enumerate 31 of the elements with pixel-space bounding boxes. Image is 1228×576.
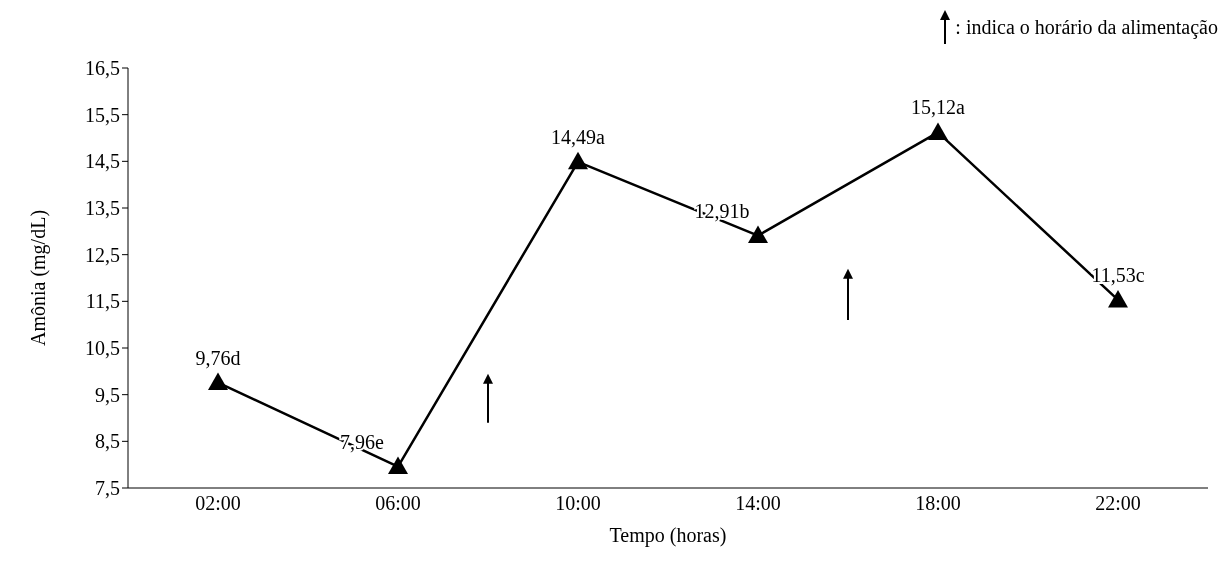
point <box>208 372 228 391</box>
x-tick-label: 06:00 <box>375 492 421 515</box>
x-tick-label: 18:00 <box>915 492 961 515</box>
y-tick-label: 8,5 <box>95 430 120 453</box>
y-tick-label: 12,5 <box>85 243 120 266</box>
x-tick-label: 14:00 <box>735 492 781 515</box>
x-axis-title: Tempo (horas) <box>609 524 727 548</box>
point <box>748 225 768 244</box>
y-tick-label: 10,5 <box>85 337 120 360</box>
point <box>928 122 948 140</box>
text: : indica o horário da alimentação <box>955 15 1218 39</box>
y-axis-title: Amônia (mg/dL) <box>27 209 51 347</box>
data-label: 7,96e <box>340 430 385 453</box>
y-tick-label: 11,5 <box>85 290 120 313</box>
y-tick-label: 9,5 <box>95 383 120 406</box>
data-label: 11,53c <box>1091 263 1145 286</box>
y-tick-label: 14,5 <box>85 150 120 173</box>
data-label: 9,76d <box>195 346 241 369</box>
y-tick-label: 13,5 <box>85 197 120 220</box>
x-tick-label: 02:00 <box>195 492 241 515</box>
x-tick-label: 22:00 <box>1095 492 1141 515</box>
point <box>388 456 408 475</box>
point <box>568 151 588 170</box>
y-tick-label: 16,5 <box>85 57 120 80</box>
data-label: 15,12a <box>911 96 966 119</box>
y-tick-label: 15,5 <box>85 103 120 126</box>
point <box>1108 289 1128 308</box>
y-tick-label: 7,5 <box>95 477 120 500</box>
x-tick-label: 10:00 <box>555 492 601 515</box>
data-label: 14,49a <box>551 125 606 148</box>
data-label: 12,91b <box>694 199 750 222</box>
